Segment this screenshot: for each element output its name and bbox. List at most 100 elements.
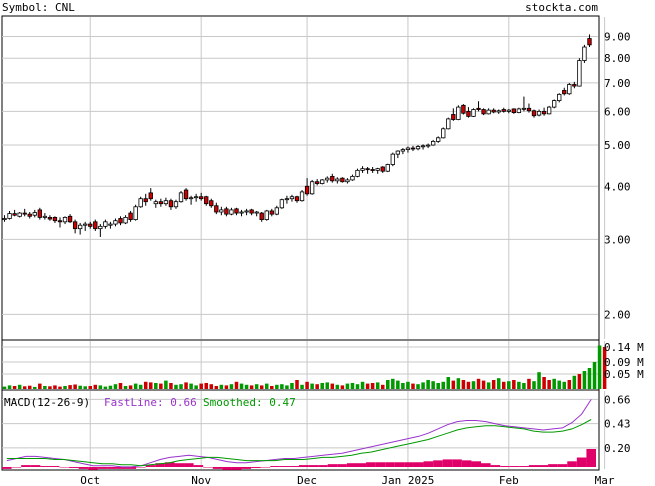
candle [17, 212, 22, 218]
candle-body [536, 110, 542, 116]
macd-histogram-bar [481, 463, 491, 467]
candle [188, 195, 194, 205]
candle-body [456, 106, 461, 120]
candle-body [199, 196, 204, 200]
candle-body [304, 185, 310, 195]
volume-bar [310, 383, 314, 389]
volume-bar [7, 385, 12, 389]
macd-histogram-bar [308, 465, 319, 467]
volume-bar [12, 386, 17, 389]
candle-body [168, 200, 174, 208]
volume-bar [552, 378, 556, 389]
candle-body [425, 144, 431, 147]
candle [244, 208, 249, 216]
macd-histogram-bar [433, 460, 443, 467]
candle [47, 215, 53, 221]
macd-histogram-bar [203, 467, 213, 468]
candle [199, 192, 204, 201]
volume-bar [2, 386, 7, 389]
candle [501, 107, 506, 113]
macd-tick-label: 0.43 [604, 418, 631, 431]
volume-bar [501, 381, 506, 389]
macd-histogram-bar [394, 462, 405, 467]
candle-body [52, 216, 58, 222]
macd-histogram-bar [164, 462, 175, 467]
volume-bar [370, 383, 375, 389]
candle-body [400, 149, 406, 152]
candle-body [309, 181, 315, 195]
candle [229, 207, 234, 216]
volume-bar [103, 386, 108, 389]
macd-histogram-bar [69, 467, 79, 468]
volume-bar [209, 384, 214, 389]
candle [67, 214, 73, 223]
volume-bar [128, 385, 133, 389]
volume-tick-label: 0.09 M [604, 356, 644, 369]
volume-bar [159, 383, 163, 389]
volume-bar [391, 378, 395, 389]
volume-bar [199, 383, 203, 389]
candle-body [466, 110, 471, 117]
candle-body [279, 199, 285, 209]
macd-histogram-bar [452, 459, 462, 467]
candle [138, 196, 143, 208]
candle-body [133, 206, 138, 220]
candle [32, 209, 37, 218]
macd-histogram-bar [136, 467, 146, 468]
volume-bar [229, 384, 234, 389]
candle [526, 103, 532, 113]
volume-bar [73, 384, 77, 389]
volume-bar [164, 380, 168, 389]
candle [249, 208, 254, 216]
date-tick-label: Oct [80, 474, 100, 486]
macd-histogram-bar [548, 464, 558, 467]
macd-histogram-bar [184, 463, 194, 467]
candle [62, 216, 68, 225]
macd-histogram-bar [289, 466, 299, 467]
volume-bar [537, 372, 541, 389]
candle-body [259, 212, 264, 220]
candle [83, 221, 88, 231]
candle-body [17, 212, 22, 217]
candle-body [153, 201, 158, 205]
candle-body [557, 93, 562, 102]
price-tick-label: 4.00 [604, 180, 631, 193]
volume-bar [83, 386, 87, 389]
candle [77, 222, 83, 235]
macd-histogram-bar [2, 467, 12, 469]
candle-body [340, 177, 345, 183]
volume-bar [446, 377, 451, 389]
candle-body [103, 221, 108, 227]
candle-body [541, 110, 547, 115]
volume-bar [22, 386, 27, 389]
volume-bar [532, 381, 536, 389]
candle [37, 207, 42, 220]
volume-bar [426, 380, 430, 389]
candle-body [148, 192, 153, 200]
candle-body [143, 198, 148, 203]
candle-body [284, 198, 290, 201]
candle [572, 81, 577, 89]
candle-body [360, 168, 365, 171]
candle-body [491, 109, 496, 113]
price-axis-labels: 9.00 8.00 7.00 6.00 5.00 4.00 3.00 2.00 [604, 30, 631, 321]
macd-title: MACD(12-26-9) [4, 396, 90, 409]
candle [567, 82, 572, 95]
candle-body [178, 192, 184, 203]
candle-body [22, 212, 27, 215]
candle [466, 107, 471, 118]
candle [224, 206, 229, 217]
candle [546, 105, 552, 115]
date-tick-label: Jan 2025 [381, 474, 434, 486]
candle [254, 210, 259, 217]
volume-bar [143, 381, 148, 389]
candle [93, 219, 98, 231]
volume-bar [486, 382, 491, 389]
candle [320, 179, 325, 185]
candle-body [511, 108, 517, 114]
volume-bar [270, 386, 274, 389]
date-tick-label: Nov [191, 474, 211, 486]
candle [173, 199, 179, 209]
candle [456, 105, 461, 121]
macd-tick-label: 0.20 [604, 442, 631, 455]
